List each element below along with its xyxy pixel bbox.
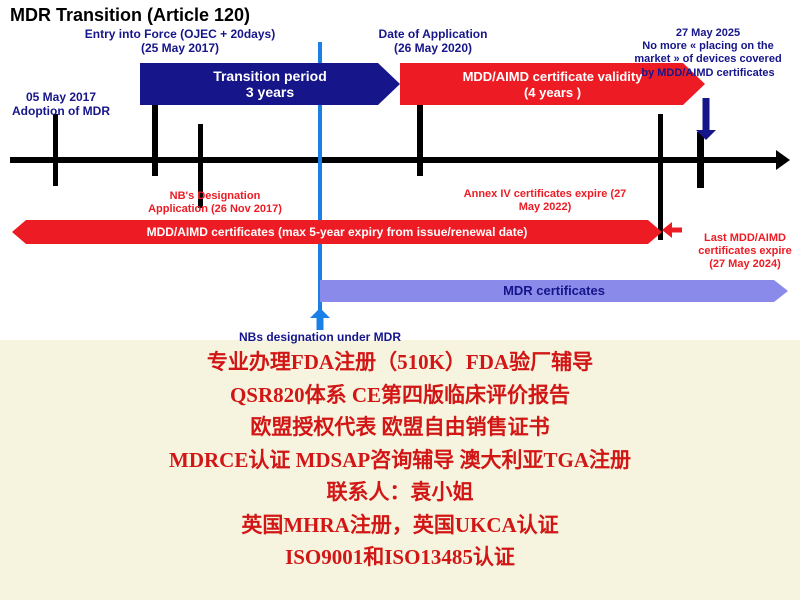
- may2025: 27 May 2025No more « placing on themarke…: [618, 27, 798, 80]
- svg-text:MDR certificates: MDR certificates: [503, 283, 605, 298]
- entry-force: Entry into Force (OJEC + 20days)(25 May …: [70, 27, 290, 56]
- date-application: Date of Application(26 May 2020): [358, 27, 508, 56]
- ad-line: 英国MHRA注册，英国UKCA认证: [0, 509, 800, 542]
- ad-line: 专业办理FDA注册（510K）FDA验厂辅导: [0, 346, 800, 379]
- last-expire: Last MDD/AIMDcertificates expire(27 May …: [690, 232, 800, 272]
- svg-text:3 years: 3 years: [246, 84, 294, 100]
- svg-text:MDD/AIMD certificate validity: MDD/AIMD certificate validity: [463, 69, 644, 84]
- nbs-under-mdr: NBs designation under MDR: [210, 330, 430, 344]
- arrow-transition: Transition period3 years: [140, 63, 400, 105]
- arrow-2025: [696, 98, 716, 140]
- arrow-last-expire: [662, 222, 682, 238]
- svg-text:MDD/AIMD certificates (max 5-y: MDD/AIMD certificates (max 5-year expiry…: [147, 225, 528, 239]
- arrow-max5yr: MDD/AIMD certificates (max 5-year expiry…: [12, 220, 662, 244]
- arrow-nb-desig: [310, 308, 330, 330]
- timeline-tick: [53, 114, 58, 186]
- ad-line: 欧盟授权代表 欧盟自由销售证书: [0, 411, 800, 444]
- timeline-axis: [0, 145, 800, 175]
- ad-line: MDRCE认证 MDSAP咨询辅导 澳大利亚TGA注册: [0, 444, 800, 477]
- diagram-title: MDR Transition (Article 120): [10, 5, 250, 26]
- timeline-diagram: MDR Transition (Article 120) Transition …: [0, 0, 800, 340]
- svg-text:Transition period: Transition period: [213, 68, 327, 84]
- annex-iv: Annex IV certificates expire (27May 2022…: [430, 188, 660, 214]
- svg-text:(4 years ): (4 years ): [524, 85, 581, 100]
- advertisement-panel: 专业办理FDA注册（510K）FDA验厂辅导QSR820体系 CE第四版临床评价…: [0, 340, 800, 600]
- arrow-mdr-cert: MDR certificates: [320, 280, 788, 302]
- timeline-tick: [697, 132, 704, 188]
- ad-line: QSR820体系 CE第四版临床评价报告: [0, 379, 800, 412]
- ad-line: ISO9001和ISO13485认证: [0, 541, 800, 574]
- nb-designation-app: NB's DesignationApplication (26 Nov 2017…: [120, 190, 310, 216]
- adoption: 05 May 2017Adoption of MDR: [6, 90, 116, 119]
- ad-line: 联系人：袁小姐: [0, 476, 800, 509]
